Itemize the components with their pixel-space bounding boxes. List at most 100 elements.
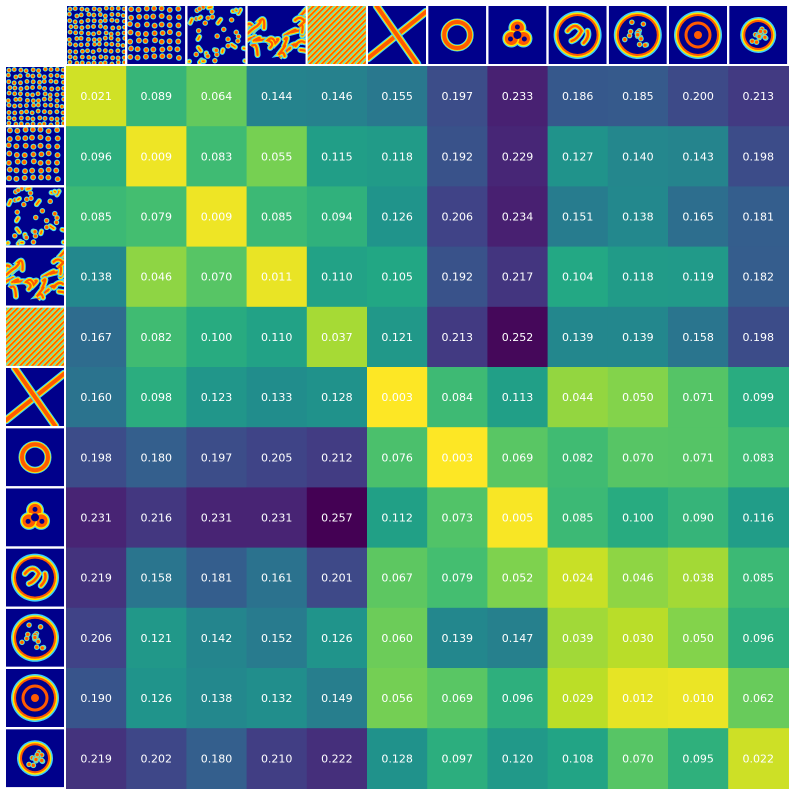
cell-label-r2-c6: 0.206 <box>442 211 474 224</box>
heatmap-cell-r9-c7 <box>487 607 549 669</box>
cell-label-r5-c7: 0.113 <box>502 391 534 404</box>
cell-label-r9-c6: 0.139 <box>442 632 474 645</box>
cell-value-labels: 0.021 0.089 0.064 0.144 0.146 0.155 0.197 0.233… <box>80 90 774 765</box>
heatmap-cell-r5-c2 <box>186 367 248 428</box>
heatmap-cell-r11-c5 <box>367 728 428 789</box>
heatmap-cell-r3-c2 <box>186 246 248 308</box>
cell-label-r1-c7: 0.229 <box>502 150 534 163</box>
heatmap-cell-r4-c11 <box>728 306 789 368</box>
cell-label-r5-c9: 0.050 <box>622 391 654 404</box>
heatmap-cell-r1-c8 <box>547 126 609 187</box>
cell-label-r7-c5: 0.112 <box>381 512 413 525</box>
cell-label-r0-c6: 0.197 <box>442 90 474 103</box>
heatmap-cell-r11-c4 <box>306 728 368 789</box>
cell-label-r6-c4: 0.212 <box>321 451 353 464</box>
cell-label-r4-c5: 0.121 <box>381 331 413 344</box>
column-thumbnail-labyrinth <box>247 6 306 64</box>
cell-label-r8-c9: 0.046 <box>622 572 654 585</box>
row-thumbnail-spots-dense <box>6 67 64 125</box>
cell-label-r6-c5: 0.076 <box>381 451 413 464</box>
heatmap-cell-r7-c1 <box>126 487 187 549</box>
heatmap-cell-r7-c11 <box>728 487 789 549</box>
heatmap-cell-r0-c8 <box>547 66 609 127</box>
heatmap-cell-r7-c10 <box>668 487 729 549</box>
heatmap-cell-r10-c1 <box>126 668 187 729</box>
cell-label-r11-c1: 0.202 <box>141 752 173 765</box>
heatmap-cell-r10-c10 <box>668 668 729 729</box>
cell-label-r4-c2: 0.100 <box>201 331 233 344</box>
heatmap-cell-r3-c11 <box>728 246 789 308</box>
heatmap-cell-r6-c10 <box>668 427 729 488</box>
heatmap-cell-r11-c10 <box>668 728 729 789</box>
cell-label-r1-c3: 0.055 <box>261 150 293 163</box>
heatmap-cell-r4-c8 <box>547 306 609 368</box>
column-thumbnail-spots-sparse <box>127 6 186 64</box>
cell-label-r8-c10: 0.038 <box>682 572 714 585</box>
row-thumbnail-swirl-blob <box>6 548 64 607</box>
cell-label-r0-c10: 0.200 <box>682 90 714 103</box>
heatmap-cell-r5-c4 <box>306 367 368 428</box>
cell-label-r0-c7: 0.233 <box>502 90 534 103</box>
heatmap-cell-r0-c9 <box>607 66 669 127</box>
column-thumbnail-ring <box>428 6 487 64</box>
cell-label-r2-c7: 0.234 <box>502 211 534 224</box>
cell-label-r10-c5: 0.056 <box>381 692 413 705</box>
heatmap-cell-r2-c0 <box>66 186 127 248</box>
cell-label-r10-c7: 0.096 <box>502 692 534 705</box>
heatmap-cell-r0-c10 <box>668 66 729 127</box>
cell-label-r11-c9: 0.070 <box>622 752 654 765</box>
heatmap-cell-r8-c1 <box>126 547 187 609</box>
heatmap-cell-r1-c7 <box>487 126 549 187</box>
cell-label-r9-c5: 0.060 <box>381 632 413 645</box>
cell-label-r11-c6: 0.097 <box>442 752 474 765</box>
heatmap-cell-r9-c9 <box>607 607 669 669</box>
cell-label-r1-c11: 0.198 <box>743 150 775 163</box>
heatmap-cell-r11-c3 <box>246 728 308 789</box>
heatmap-cell-r9-c2 <box>186 607 248 669</box>
heatmap-cell-r8-c10 <box>668 547 729 609</box>
cell-label-r6-c9: 0.070 <box>622 451 654 464</box>
heatmap-cell-r3-c7 <box>487 246 549 308</box>
heatmap-cell-r5-c0 <box>66 367 127 428</box>
cell-label-r6-c11: 0.083 <box>743 451 775 464</box>
cell-label-r3-c10: 0.119 <box>682 271 714 284</box>
heatmap-cell-r2-c8 <box>547 186 609 248</box>
heatmap-cell-r10-c5 <box>367 668 428 729</box>
cell-label-r8-c5: 0.067 <box>381 572 413 585</box>
column-thumbnail-target-mesh <box>608 6 667 64</box>
cell-label-r9-c0: 0.206 <box>80 632 112 645</box>
cell-label-r4-c1: 0.082 <box>141 331 173 344</box>
heatmap-cell-r1-c3 <box>246 126 308 187</box>
cell-label-r9-c1: 0.121 <box>141 632 173 645</box>
cell-label-r8-c2: 0.181 <box>201 572 233 585</box>
cell-label-r10-c4: 0.149 <box>321 692 353 705</box>
cell-label-r5-c10: 0.071 <box>682 391 714 404</box>
heatmap-cell-r8-c2 <box>186 547 248 609</box>
heatmap-cell-r2-c10 <box>668 186 729 248</box>
heatmap-cell-r0-c3 <box>246 66 308 127</box>
cell-label-r4-c7: 0.252 <box>502 331 534 344</box>
cell-label-r4-c9: 0.139 <box>622 331 654 344</box>
cell-label-r0-c9: 0.185 <box>622 90 654 103</box>
heatmap-cell-r2-c5 <box>367 186 428 248</box>
heatmap-cell-r3-c9 <box>607 246 669 308</box>
cell-label-r2-c11: 0.181 <box>743 211 775 224</box>
cell-label-r3-c7: 0.217 <box>502 271 534 284</box>
heatmap-cell-r10-c8 <box>547 668 609 729</box>
heatmap-cell-r8-c5 <box>367 547 428 609</box>
cell-label-r2-c0: 0.085 <box>80 211 112 224</box>
cell-label-r9-c3: 0.152 <box>261 632 293 645</box>
heatmap-cell-r6-c2 <box>186 427 248 488</box>
heatmap-cell-r11-c9 <box>607 728 669 789</box>
heatmap-cell-r1-c0 <box>66 126 127 187</box>
cell-label-r3-c0: 0.138 <box>80 271 112 284</box>
heatmap-cell-r0-c1 <box>126 66 187 127</box>
heatmap-cell-r9-c8 <box>547 607 609 669</box>
heatmap-cell-r11-c11 <box>728 728 789 789</box>
cell-label-r11-c4: 0.222 <box>321 752 353 765</box>
heatmap-cell-r11-c2 <box>186 728 248 789</box>
row-thumbnail-ring <box>6 428 64 487</box>
row-thumbnail-stripes-diagonal <box>6 307 64 366</box>
heatmap-cell-r3-c4 <box>306 246 368 308</box>
